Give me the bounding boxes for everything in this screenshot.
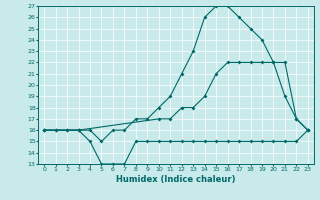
X-axis label: Humidex (Indice chaleur): Humidex (Indice chaleur)	[116, 175, 236, 184]
